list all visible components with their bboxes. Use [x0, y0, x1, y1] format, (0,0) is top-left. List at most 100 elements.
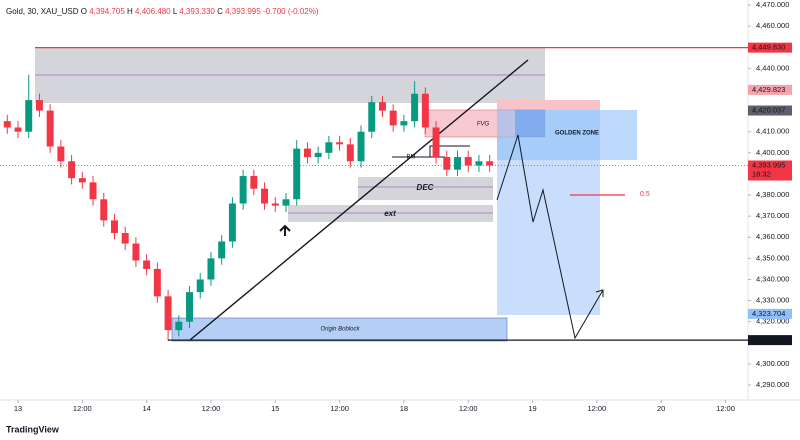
up-arrow: [279, 224, 291, 236]
candle-body: [121, 233, 129, 244]
y-tick-label: 4,330.000: [756, 296, 789, 305]
x-tick-label: 12:00: [202, 404, 221, 413]
ohlc-key: H: [127, 7, 133, 16]
price-tag: [748, 105, 792, 116]
candle-body: [486, 161, 494, 166]
price-tag-label: 4,449.830: [752, 43, 785, 52]
golden-zone-label: GOLDEN ZONE: [555, 131, 599, 137]
candle-body: [271, 203, 279, 206]
overlap-zone: [515, 110, 545, 137]
candle-body: [443, 157, 451, 170]
price-tag: [748, 335, 792, 346]
candle-body: [25, 100, 33, 132]
header: Gold, 30, XAU_USD O 4,394.705 H 4,406.48…: [6, 7, 319, 16]
x-tick-label: 12:00: [716, 404, 735, 413]
candle-body: [250, 176, 258, 189]
price-tag-label: 4,420.037: [752, 106, 785, 115]
y-tick-label: 4,360.000: [756, 232, 789, 241]
candle-body: [421, 93, 429, 128]
candle-body: [110, 220, 118, 234]
trendline: [189, 59, 529, 341]
candle-body: [35, 100, 43, 111]
header-text: Gold, 30, XAU_USD O 4,394.705 H 4,406.48…: [6, 7, 319, 16]
candle-body: [475, 161, 483, 166]
candle-body: [186, 292, 194, 322]
origin-label: Origin Boblock: [320, 327, 360, 333]
price-tag-label: 4,393.995: [752, 160, 785, 169]
candle-body: [411, 93, 419, 122]
y-tick-label: 4,460.000: [756, 21, 789, 30]
candle-body: [357, 131, 365, 162]
x-tick-label: 18: [400, 404, 408, 413]
bm-step: [429, 145, 470, 157]
price-tag-label: 4,429.823: [752, 85, 785, 94]
ohlc-value: 4,394.705: [89, 7, 125, 16]
pink-zone: [497, 100, 600, 110]
y-tick-label: 4,340.000: [756, 274, 789, 283]
projection-arrow: [595, 289, 604, 297]
x-tick-label: 12:00: [330, 404, 349, 413]
candle-body: [132, 243, 140, 261]
ohlc-key: C: [217, 7, 223, 16]
candle-body: [175, 321, 183, 331]
price-tag-time: 18:32: [752, 169, 771, 178]
candle-body: [46, 110, 54, 147]
candle-body: [57, 146, 65, 162]
candle-body: [464, 157, 472, 166]
x-tick-label: 15: [271, 404, 279, 413]
ohlc-key: L: [173, 7, 178, 16]
candle-body: [303, 148, 311, 158]
y-tick-label: 4,400.000: [756, 148, 789, 157]
dec-zone: [358, 177, 493, 200]
y-tick-label: 4,350.000: [756, 253, 789, 262]
y-tick-label: 4,380.000: [756, 190, 789, 199]
price-tag: [748, 42, 792, 53]
candle-body: [400, 121, 408, 126]
fvg-label: FVG: [477, 122, 490, 128]
x-tick-label: 19: [528, 404, 536, 413]
price-tag: [748, 84, 792, 95]
candle-body: [293, 148, 301, 200]
x-tick-label: 13: [14, 404, 22, 413]
bm-label: BM: [407, 155, 416, 161]
candle-body: [78, 178, 86, 183]
candle-body: [196, 279, 204, 293]
y-tick-label: 4,440.000: [756, 63, 789, 72]
y-tick-label: 4,470.000: [756, 0, 789, 9]
y-tick-label: 4,320.000: [756, 317, 789, 326]
candle-body: [89, 182, 97, 200]
candle-body: [432, 127, 440, 158]
price-tag-label: 4,323.704: [752, 309, 785, 318]
price-tag: [748, 308, 792, 319]
x-tick-label: 14: [142, 404, 150, 413]
price-tag: [748, 160, 792, 181]
brand: TradingView: [6, 424, 60, 434]
candle-body: [164, 296, 172, 331]
candle-body: [314, 152, 322, 158]
candle-body: [239, 176, 247, 204]
projection-path: [496, 134, 604, 340]
candle-body: [14, 127, 22, 132]
y-tick-label: 4,300.000: [756, 359, 789, 368]
candle-body: [282, 199, 290, 206]
y-tick-label: 4,410.000: [756, 127, 789, 136]
x-tick-label: 12:00: [459, 404, 478, 413]
candle-body: [378, 102, 386, 111]
ohlc-value: 4,393.995: [225, 7, 261, 16]
ext-zone: [288, 205, 493, 222]
candle-body: [389, 110, 397, 126]
ohlc-value: 4,406.480: [135, 7, 171, 16]
ohlc-key: O: [81, 7, 87, 16]
y-tick-label: 4,290.000: [756, 380, 789, 389]
candle-body: [368, 102, 376, 132]
candle-body: [3, 121, 11, 128]
origin-zone: [171, 317, 508, 342]
ext-label: ext: [384, 209, 396, 218]
drawings: FVG GOLDEN ZONE BM DEC ext Origin Bobloc…: [35, 47, 650, 342]
candle-body: [153, 268, 161, 297]
candle-body: [454, 157, 461, 170]
symbol: Gold, 30, XAU_USD: [6, 7, 79, 16]
candle-body: [346, 144, 354, 162]
x-tick-label: 20: [657, 404, 665, 413]
